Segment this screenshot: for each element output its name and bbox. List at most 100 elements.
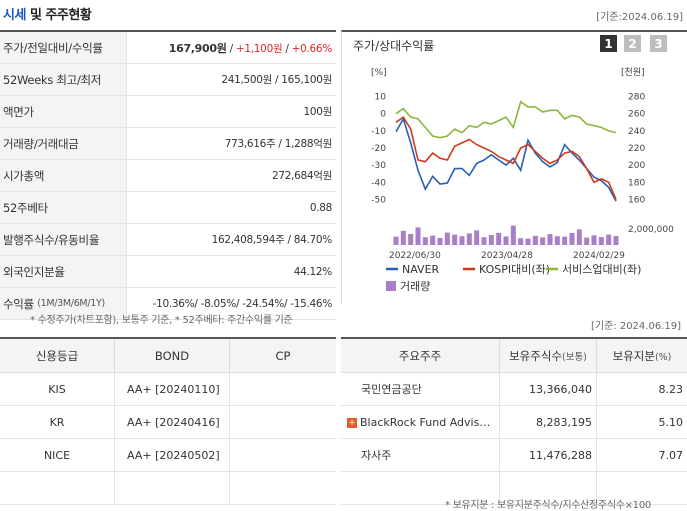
quote-table: 주가/전일대비/수익률 167,900원 / +1,100원 / +0.66% … xyxy=(0,30,336,320)
quote-value: 0.88 xyxy=(127,202,336,214)
chart-page-1-button[interactable]: 1 xyxy=(600,35,617,52)
series-line xyxy=(396,117,616,199)
holders-as-of-date: [기준: 2024.06.19] xyxy=(591,317,681,332)
holders-header-pct: 보유지분(%) xyxy=(597,338,687,373)
left-tick-label: -10 xyxy=(371,127,386,137)
change-pct-value: +0.66% xyxy=(292,43,332,55)
right-axis-unit: [천원] xyxy=(621,67,645,78)
volume-bar xyxy=(614,236,619,245)
left-tick-label: -30 xyxy=(371,161,386,171)
left-tick-label: -20 xyxy=(371,144,386,154)
x-tick-label: 2023/04/28 xyxy=(481,251,533,261)
as-of-date: [기준:2024.06.19] xyxy=(596,8,683,23)
holders-header-name: 주요주주 xyxy=(341,338,500,373)
quote-value: 272,684억원 xyxy=(127,168,336,183)
chart-page-3-button[interactable]: 3 xyxy=(650,35,667,52)
quote-row-shares: 발행주식수/유동비율 162,408,594주 / 84.70% xyxy=(0,224,336,256)
volume-bar xyxy=(445,233,450,245)
legend-label: 서비스업대비(좌) xyxy=(562,263,641,276)
volume-bar xyxy=(577,229,582,245)
table-row: 자사주 11,476,288 7.07 xyxy=(341,439,687,472)
quote-label: 주가/전일대비/수익률 xyxy=(0,32,127,63)
series-line xyxy=(396,102,616,138)
chart-page-2-button[interactable]: 2 xyxy=(624,35,641,52)
quote-label: 52Weeks 최고/최저 xyxy=(0,64,127,95)
right-tick-label: 220 xyxy=(628,144,645,154)
volume-bar xyxy=(474,230,479,245)
quote-footnote: * 수정주가(차트포함), 보통주 기준, * 52주베타: 주간수익률 기준 xyxy=(30,311,292,326)
quote-value: 100원 xyxy=(127,104,336,119)
credit-rating-table: 신용등급 BOND CP KIS AA+ [20240110] KR AA+ [… xyxy=(0,337,336,505)
left-tick-label: 0 xyxy=(380,110,386,120)
volume-bar xyxy=(467,233,472,245)
quote-row-volume: 거래량/거래대금 773,616주 / 1,288억원 xyxy=(0,128,336,160)
rating-header-bond: BOND xyxy=(115,338,230,373)
volume-bar xyxy=(408,234,413,245)
volume-bar xyxy=(416,227,421,245)
quote-row-par: 액면가 100원 xyxy=(0,96,336,128)
volume-bar xyxy=(533,236,538,245)
volume-bar xyxy=(394,237,399,245)
quote-label: 액면가 xyxy=(0,96,127,127)
volume-bar xyxy=(430,236,435,245)
page-title: 시세 및 주주현황 xyxy=(3,4,91,23)
legend-label: NAVER xyxy=(402,263,440,276)
x-tick-label: 2022/06/30 xyxy=(389,251,441,261)
quote-row-beta: 52주베타 0.88 xyxy=(0,192,336,224)
volume-bar xyxy=(540,237,545,245)
table-row xyxy=(0,472,336,505)
table-row: +BlackRock Fund Advis… 8,283,195 5.10 xyxy=(341,406,687,439)
return-3m: -8.05% xyxy=(201,298,236,310)
return-1y: -15.46% xyxy=(290,298,332,310)
left-tick-label: -40 xyxy=(371,178,386,188)
volume-bar xyxy=(592,235,597,245)
quote-label: 거래량/거래대금 xyxy=(0,128,127,159)
quote-value: 241,500원 / 165,100원 xyxy=(127,72,336,87)
volume-bar xyxy=(423,237,428,245)
quote-row-52w: 52Weeks 최고/최저 241,500원 / 165,100원 xyxy=(0,64,336,96)
holders-footnote: * 보유지분 : 보유지분주식수/지수산정주식수×100 xyxy=(445,496,651,511)
rating-header-cp: CP xyxy=(230,338,337,373)
volume-bar xyxy=(482,237,487,245)
volume-bar xyxy=(460,236,465,245)
volume-bar xyxy=(518,238,523,245)
volume-bar xyxy=(452,235,457,245)
right-tick-label: 280 xyxy=(628,93,645,103)
quote-row-price: 주가/전일대비/수익률 167,900원 / +1,100원 / +0.66% xyxy=(0,32,336,64)
legend-label: KOSPI대비(좌) xyxy=(479,263,550,276)
legend-label: 거래량 xyxy=(400,280,430,293)
holders-header-shares: 보유주식수(보통) xyxy=(500,338,597,373)
holder-name: BlackRock Fund Advis… xyxy=(360,416,490,429)
table-row: KR AA+ [20240416] xyxy=(0,406,336,439)
left-axis-unit: [%] xyxy=(371,68,387,78)
quote-value: 162,408,594주 / 84.70% xyxy=(127,232,336,247)
chart-title: 주가/상대수익률 xyxy=(353,37,434,54)
volume-bar xyxy=(401,231,406,245)
quote-label: 외국인지분율 xyxy=(0,256,127,287)
volume-bar xyxy=(584,238,589,245)
right-tick-label: 180 xyxy=(628,178,645,188)
volume-bar xyxy=(489,235,494,245)
x-tick-label: 2024/02/29 xyxy=(573,251,625,261)
volume-bar xyxy=(526,239,531,245)
volume-bar xyxy=(496,233,501,245)
relative-return-chart: [%] [천원] 2,000,000 100-10-20-30-40-50280… xyxy=(341,60,687,304)
volume-bar xyxy=(570,233,575,245)
quote-row-marketcap: 시가총액 272,684억원 xyxy=(0,160,336,192)
right-tick-label: 240 xyxy=(628,127,645,137)
quote-label: 52주베타 xyxy=(0,192,127,223)
quote-label: 시가총액 xyxy=(0,160,127,191)
volume-bar xyxy=(599,237,604,245)
rating-header-agency: 신용등급 xyxy=(0,338,115,373)
return-6m: -24.54% xyxy=(242,298,284,310)
price-value: 167,900원 xyxy=(169,42,227,55)
left-tick-label: -50 xyxy=(371,195,386,205)
quote-value: 44.12% xyxy=(127,266,336,278)
volume-tick-label: 2,000,000 xyxy=(628,225,674,235)
quote-row-foreign: 외국인지분율 44.12% xyxy=(0,256,336,288)
quote-value: 773,616주 / 1,288억원 xyxy=(127,136,336,151)
right-tick-label: 200 xyxy=(628,161,645,171)
volume-bar xyxy=(606,235,611,245)
expand-icon[interactable]: + xyxy=(347,418,357,428)
volume-bar xyxy=(555,236,560,245)
